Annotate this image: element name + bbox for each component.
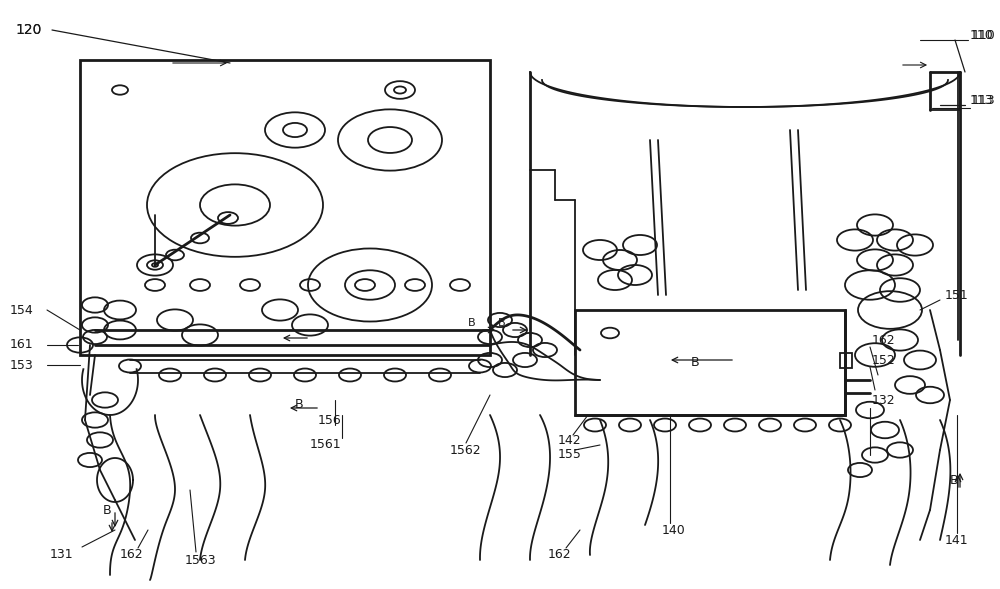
Text: 141: 141 bbox=[945, 534, 969, 547]
Text: 151: 151 bbox=[945, 289, 969, 302]
Text: 110: 110 bbox=[972, 28, 996, 41]
Bar bbox=[575, 310, 845, 415]
Text: 132: 132 bbox=[872, 393, 896, 406]
Text: B: B bbox=[468, 318, 476, 328]
Text: 1563: 1563 bbox=[185, 554, 217, 567]
Text: 142: 142 bbox=[558, 434, 582, 446]
Bar bbox=[840, 353, 852, 368]
Text: 161: 161 bbox=[10, 339, 34, 352]
Text: 131: 131 bbox=[50, 548, 74, 561]
Text: B: B bbox=[295, 399, 304, 412]
Text: 1562: 1562 bbox=[450, 444, 482, 456]
Text: 154: 154 bbox=[10, 303, 34, 316]
Text: 156: 156 bbox=[318, 413, 342, 426]
Text: B: B bbox=[691, 356, 699, 369]
Text: 162: 162 bbox=[120, 548, 144, 561]
Text: 120: 120 bbox=[15, 23, 41, 37]
Text: 140: 140 bbox=[662, 524, 686, 537]
Text: 162: 162 bbox=[548, 548, 572, 561]
Text: 1561: 1561 bbox=[310, 438, 342, 452]
Text: B: B bbox=[950, 474, 959, 487]
Text: 162: 162 bbox=[872, 333, 896, 346]
Text: 120: 120 bbox=[15, 23, 41, 37]
Text: 152: 152 bbox=[872, 353, 896, 366]
Text: B: B bbox=[498, 318, 506, 328]
Text: 113: 113 bbox=[970, 94, 994, 107]
Text: 153: 153 bbox=[10, 359, 34, 372]
Text: B: B bbox=[103, 504, 112, 517]
Text: 155: 155 bbox=[558, 448, 582, 462]
Text: 110: 110 bbox=[970, 28, 994, 41]
Bar bbox=[80, 60, 490, 355]
Text: 113: 113 bbox=[972, 94, 996, 107]
